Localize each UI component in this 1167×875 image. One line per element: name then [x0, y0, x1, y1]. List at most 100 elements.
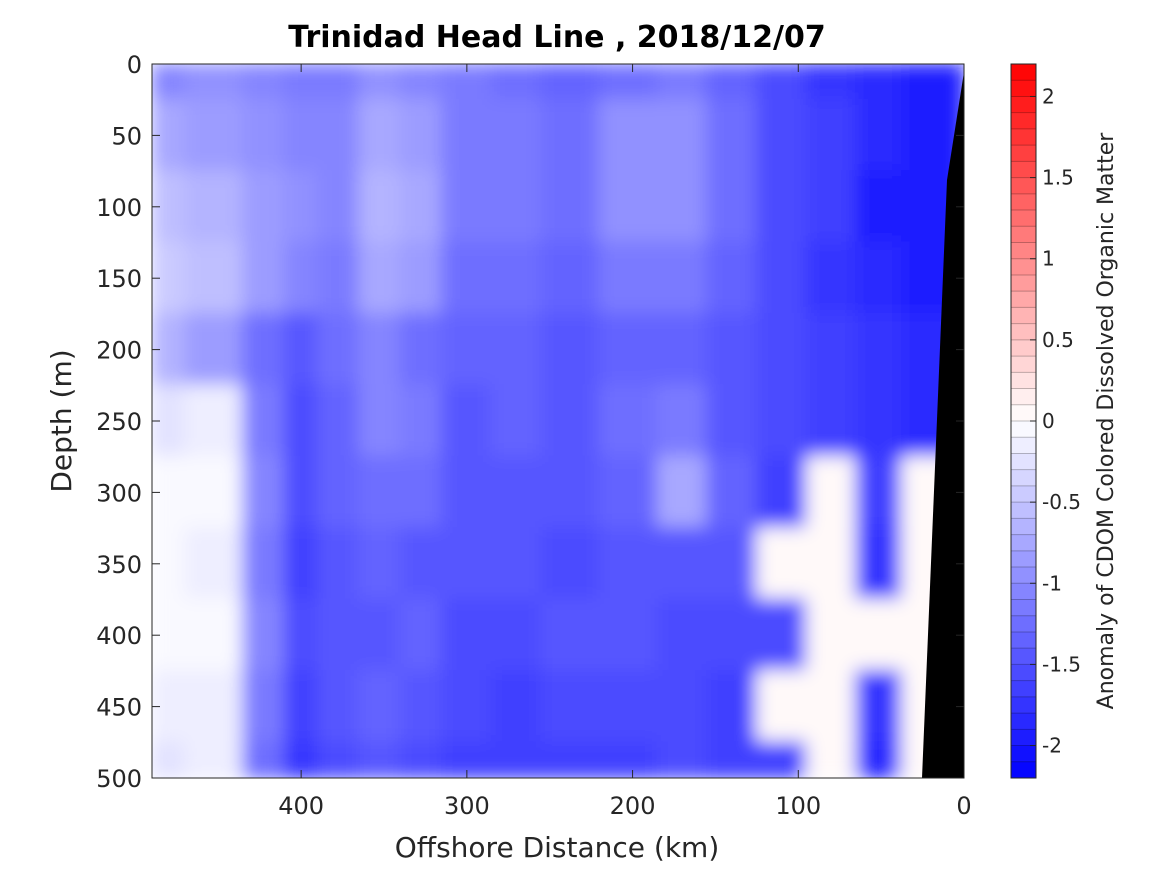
heatmap-cell: [152, 64, 187, 101]
heatmap-cell: [855, 598, 903, 672]
heatmap-cell: [900, 64, 964, 101]
y-axis: 0 50 100 150 200 250 300 350 400 450 500: [96, 51, 964, 793]
heatmap-cell: [490, 312, 543, 387]
heatmap-cell: [656, 669, 709, 744]
heatmap-cell: [656, 64, 709, 101]
heatmap-cell: [184, 98, 245, 173]
heatmap-cell: [316, 98, 361, 173]
heatmap-cell: [399, 312, 443, 387]
colorbar-band: [1011, 323, 1036, 341]
colorbar-band: [1011, 421, 1036, 438]
colorbar-band: [1011, 96, 1036, 114]
heatmap-cell: [399, 598, 443, 672]
heatmap-cell: [540, 741, 601, 778]
heatmap-cell: [598, 527, 659, 601]
heatmap-cell: [540, 527, 601, 601]
heatmap-cell: [316, 64, 361, 101]
y-tick-label: 150: [96, 265, 142, 293]
heatmap-cell: [855, 241, 903, 315]
heatmap-cell: [441, 241, 493, 315]
heatmap-cell: [540, 64, 601, 101]
heatmap-cell: [184, 669, 245, 744]
heatmap-cell: [805, 669, 858, 744]
heatmap-cell: [805, 741, 858, 778]
colorbar-label: Anomaly of CDOM Colored Dissolved Organi…: [1094, 132, 1119, 710]
heatmap-cell: [358, 598, 402, 672]
heatmap-cell: [656, 312, 709, 387]
colorbar-band: [1011, 388, 1036, 406]
heatmap-cell: [316, 598, 361, 672]
heatmap-cell: [283, 669, 319, 744]
colorbar-band: [1011, 534, 1036, 552]
heatmap-cell: [358, 241, 402, 315]
heatmap-cell: [598, 170, 659, 244]
heatmap-cell: [706, 384, 758, 458]
heatmap-cell: [283, 312, 319, 387]
heatmap-cell: [242, 669, 286, 744]
y-tick-label: 300: [96, 479, 142, 507]
heatmap-cell: [441, 669, 493, 744]
colorbar-tick-label: 0: [1042, 409, 1055, 433]
heatmap-cell: [283, 170, 319, 244]
heatmap-cell: [242, 741, 286, 778]
colorbar-band: [1011, 615, 1036, 633]
colorbar-band: [1011, 226, 1036, 243]
heatmap-cell: [805, 312, 858, 387]
colorbar-band: [1011, 274, 1036, 292]
colorbar-band: [1011, 339, 1036, 357]
heatmap-cell: [316, 527, 361, 601]
heatmap-cell: [540, 98, 601, 173]
heatmap-cell: [490, 669, 543, 744]
heatmap-cell: [855, 527, 903, 601]
x-tick-label: 100: [775, 792, 821, 820]
heatmap-cell: [805, 170, 858, 244]
heatmap-cell: [283, 384, 319, 458]
heatmap-cell: [490, 741, 543, 778]
heatmap-cell: [490, 170, 543, 244]
heatmap-cell: [441, 455, 493, 530]
colorbar-band: [1011, 437, 1036, 454]
heatmap-cell: [706, 669, 758, 744]
x-axis-label: Offshore Distance (km): [395, 831, 720, 864]
colorbar-band: [1011, 356, 1036, 373]
colorbar-band: [1011, 550, 1036, 568]
colorbar-band: [1011, 258, 1036, 276]
heatmap-cell: [184, 455, 245, 530]
heatmap-cell: [706, 241, 758, 315]
heatmap-cell: [855, 170, 903, 244]
heatmap-cell: [855, 312, 903, 387]
heatmap-cell: [855, 64, 903, 101]
heatmap-cell: [855, 741, 903, 778]
heatmap-cell: [490, 598, 543, 672]
colorbar-band: [1011, 372, 1036, 390]
heatmap-cell: [598, 98, 659, 173]
heatmap-cell: [316, 384, 361, 458]
heatmap-cell: [358, 741, 402, 778]
y-tick-label: 400: [96, 622, 142, 650]
heatmap-cell: [184, 241, 245, 315]
heatmap-cell: [656, 384, 709, 458]
heatmap-cell: [399, 527, 443, 601]
colorbar-band: [1011, 112, 1036, 130]
heatmap-cell: [755, 312, 808, 387]
heatmap-cell: [242, 64, 286, 101]
heatmap-cell: [316, 241, 361, 315]
heatmap-cell: [755, 241, 808, 315]
heatmap-cell: [706, 598, 758, 672]
heatmap-field: [152, 64, 964, 778]
colorbar-band: [1011, 64, 1036, 81]
heatmap-cell: [490, 455, 543, 530]
heatmap-cell: [598, 384, 659, 458]
heatmap-cell: [399, 241, 443, 315]
heatmap-cell: [755, 64, 808, 101]
heatmap-cell: [855, 384, 903, 458]
heatmap-cell: [283, 241, 319, 315]
colorbar-tick-label: -1.5: [1042, 652, 1081, 676]
heatmap-cell: [805, 598, 858, 672]
colorbar-band: [1011, 680, 1036, 698]
heatmap-cell: [598, 741, 659, 778]
heatmap-cell: [358, 98, 402, 173]
heatmap-cell: [755, 170, 808, 244]
colorbar-band: [1011, 664, 1036, 682]
heatmap-cell: [656, 241, 709, 315]
